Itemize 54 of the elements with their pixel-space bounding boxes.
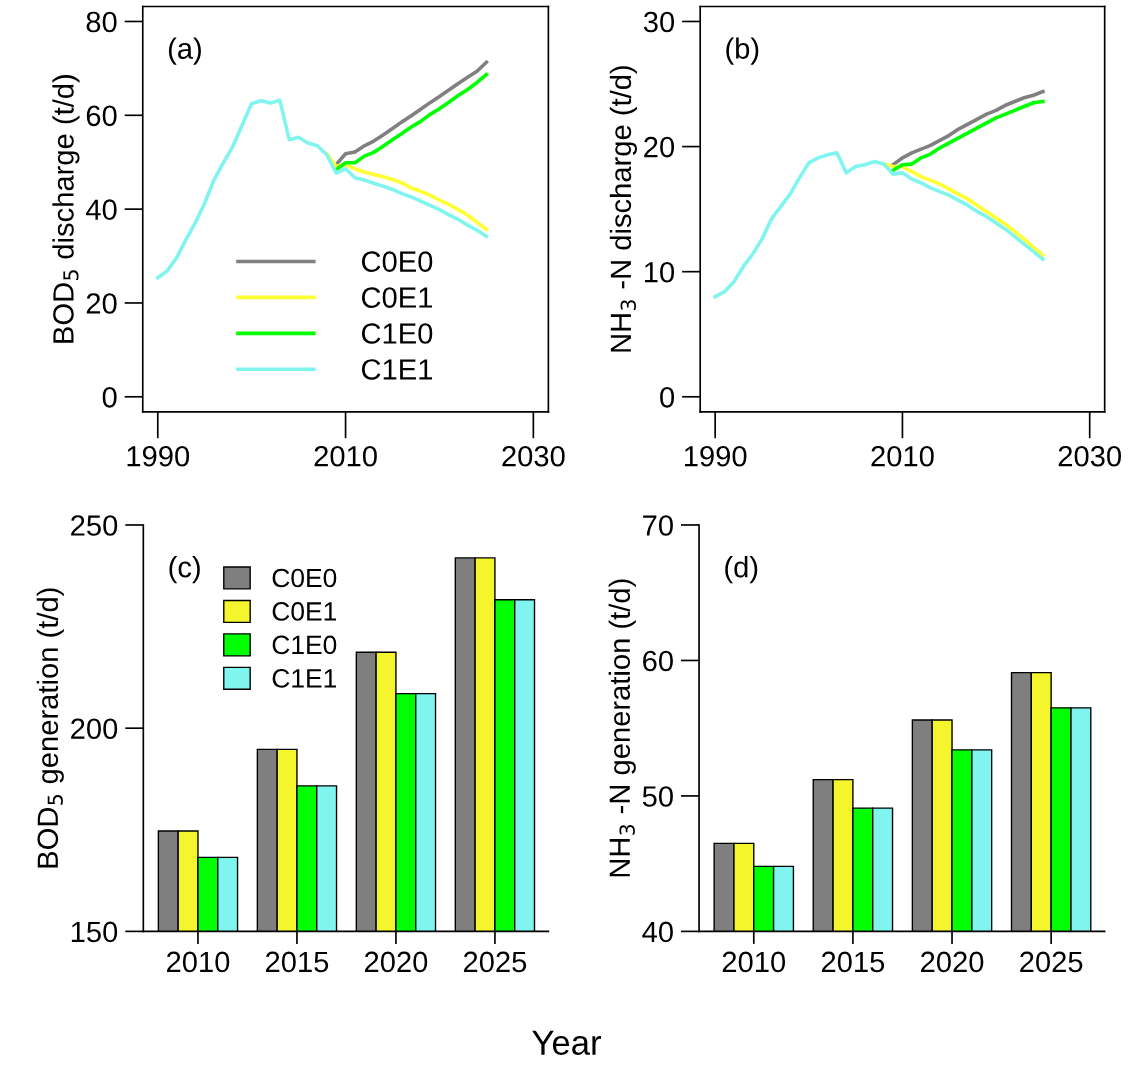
line-series	[324, 151, 489, 232]
legend-label: C1E0	[361, 323, 433, 344]
legend-label: C1E1	[272, 669, 336, 688]
line-series	[334, 60, 489, 167]
line-series	[334, 72, 489, 172]
y-tick-label: 80	[86, 11, 117, 33]
y-tick-label: 200	[71, 718, 118, 740]
y-tick-label: 20	[644, 136, 675, 158]
legend-label: C1E0	[272, 635, 337, 655]
y-tick-label: 60	[86, 105, 117, 127]
y-tick-label: 20	[86, 293, 117, 314]
x-tick-label: 2020	[364, 951, 428, 973]
x-tick-label: 2020	[921, 951, 984, 973]
y-axis-title: BOD$_{5}$ discharge (t/d)	[52, 75, 80, 343]
y-tick-label: 60	[643, 650, 673, 672]
legend-label: C0E1	[272, 602, 336, 621]
x-tick-label: 2030	[502, 445, 565, 467]
x-tick-label: 2015	[265, 951, 329, 973]
y-tick-label: 250	[71, 515, 118, 536]
y-tick-label: 0	[102, 386, 117, 408]
x-axis-title: Year	[532, 1030, 602, 1055]
line-series	[155, 98, 489, 280]
annotation: (b)	[726, 37, 759, 65]
x-tick-label: 2010	[166, 951, 230, 973]
legend-label: C0E0	[272, 568, 337, 588]
line-series	[891, 99, 1045, 173]
x-tick-label: 2030	[1058, 445, 1121, 467]
line-series	[713, 151, 1045, 299]
line-series	[891, 89, 1045, 167]
x-tick-label: 2010	[871, 445, 934, 467]
x-tick-label: 2025	[463, 951, 527, 973]
y-tick-label: 40	[642, 921, 673, 943]
y-tick-label: 10	[644, 261, 675, 283]
x-tick-label: 1990	[127, 445, 190, 467]
y-tick-label: 30	[643, 11, 675, 33]
legend-label: C0E0	[361, 251, 433, 272]
y-tick-label: 40	[85, 199, 117, 220]
y-axis-title: NH$_{3}$ -N generation (t/d)	[608, 579, 636, 877]
y-tick-label: 150	[71, 921, 118, 943]
x-tick-label: 2015	[821, 951, 885, 973]
legend-label: C1E1	[361, 359, 432, 380]
y-tick-label: 70	[643, 515, 673, 536]
y-axis-title: BOD$_{5}$ generation (t/d)	[36, 588, 64, 868]
x-tick-label: 1990	[684, 445, 747, 467]
x-tick-label: 2010	[722, 951, 786, 973]
annotation: (a)	[168, 37, 201, 65]
y-axis-title: NH$_{3}$ -N discharge (t/d)	[609, 66, 637, 352]
y-tick-label: 0	[660, 386, 675, 408]
x-tick-label: 2010	[314, 445, 377, 467]
legend-label: C0E1	[361, 287, 432, 308]
x-tick-label: 2025	[1020, 951, 1083, 973]
y-tick-label: 50	[642, 786, 673, 807]
annotation: (d)	[725, 556, 758, 584]
annotation: (c)	[169, 556, 200, 584]
